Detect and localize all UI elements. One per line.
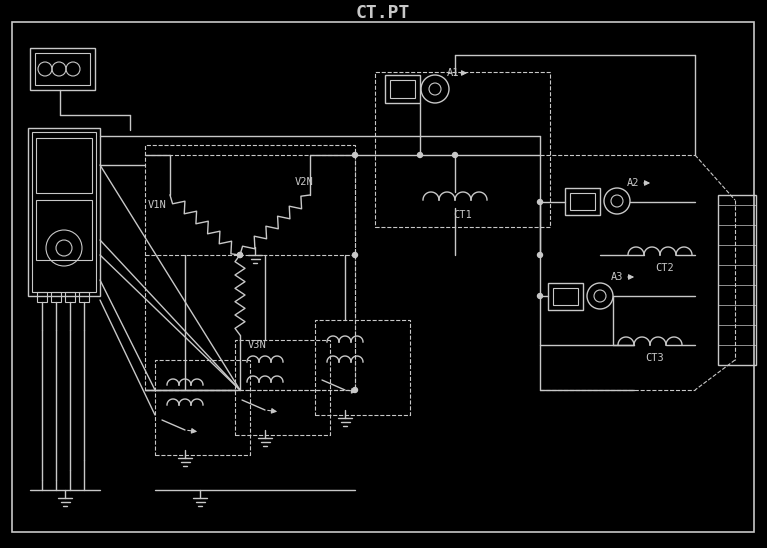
Bar (570, 193, 595, 210)
Bar (548, 283, 583, 310)
Circle shape (417, 152, 423, 157)
Circle shape (538, 199, 542, 204)
Bar (385, 75, 420, 103)
Circle shape (453, 152, 457, 157)
Bar (37, 292, 47, 302)
Text: CT.PT: CT.PT (356, 4, 410, 22)
Text: A3: A3 (611, 272, 624, 282)
Bar (235, 340, 330, 435)
Text: CT1: CT1 (453, 210, 472, 220)
Bar (65, 292, 75, 302)
Bar (36, 200, 92, 260)
Circle shape (238, 253, 242, 258)
Text: V2N: V2N (295, 177, 314, 187)
Bar (32, 132, 96, 292)
Bar (553, 288, 578, 305)
Bar (375, 72, 550, 227)
Circle shape (353, 387, 357, 392)
Circle shape (538, 253, 542, 258)
Bar (390, 80, 415, 98)
Bar (35, 53, 90, 85)
Bar (36, 138, 92, 193)
Bar (79, 292, 89, 302)
Circle shape (353, 253, 357, 258)
Circle shape (238, 253, 242, 258)
Bar (51, 292, 61, 302)
Bar (565, 188, 600, 215)
Circle shape (538, 294, 542, 299)
Bar (155, 360, 250, 455)
Text: A2: A2 (627, 178, 640, 188)
Bar (718, 195, 756, 365)
Text: V3N: V3N (248, 340, 267, 350)
Bar (30, 48, 95, 90)
Bar (28, 128, 100, 296)
Text: CT3: CT3 (645, 353, 663, 363)
Circle shape (353, 152, 357, 157)
Text: V1N: V1N (148, 200, 166, 210)
Text: A1: A1 (447, 68, 459, 78)
Bar (315, 320, 410, 415)
Bar (145, 145, 355, 390)
Text: CT2: CT2 (655, 263, 673, 273)
